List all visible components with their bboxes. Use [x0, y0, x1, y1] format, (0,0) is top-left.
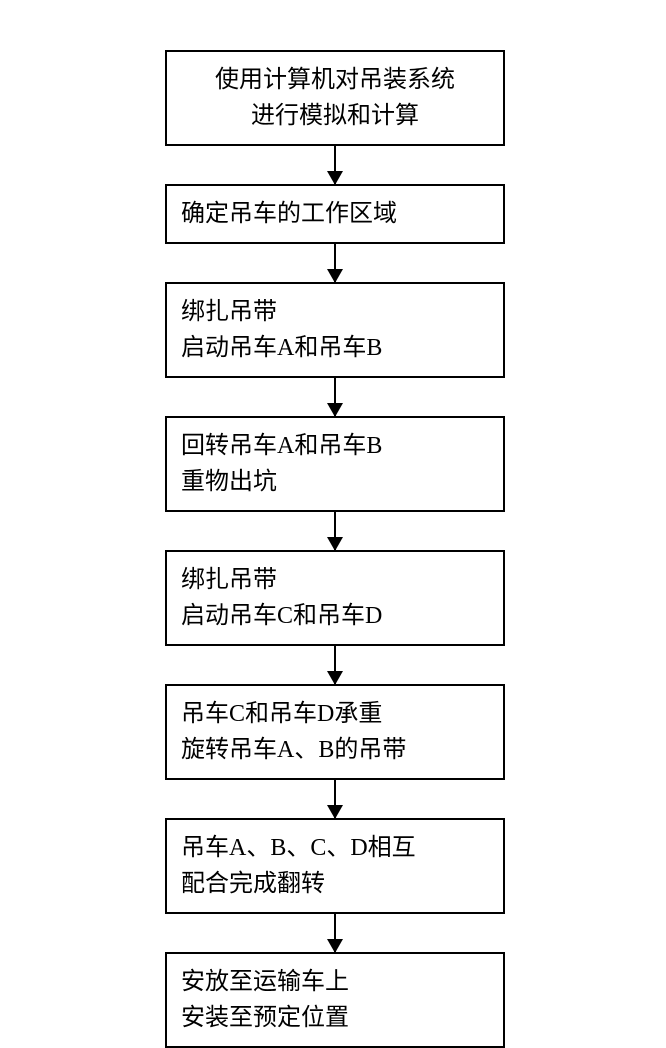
- flow-arrow-2: [165, 244, 505, 282]
- flow-step-2: 确定吊车的工作区域: [165, 184, 505, 244]
- flow-step-8-line-2: 安装至预定位置: [181, 1000, 489, 1036]
- flow-step-6: 吊车C和吊车D承重 旋转吊车A、B的吊带: [165, 684, 505, 780]
- flow-step-1-line-1: 使用计算机对吊装系统: [181, 62, 489, 98]
- flow-step-1: 使用计算机对吊装系统 进行模拟和计算: [165, 50, 505, 146]
- flow-step-3: 绑扎吊带 启动吊车A和吊车B: [165, 282, 505, 378]
- arrow-down-icon: [334, 244, 336, 282]
- flow-step-4-line-1: 回转吊车A和吊车B: [181, 428, 489, 464]
- flow-step-6-line-2: 旋转吊车A、B的吊带: [181, 732, 489, 768]
- flow-step-4-line-2: 重物出坑: [181, 464, 489, 500]
- flow-arrow-3: [165, 378, 505, 416]
- flow-step-5-line-1: 绑扎吊带: [181, 562, 489, 598]
- flow-step-2-line-1: 确定吊车的工作区域: [181, 196, 489, 232]
- flow-step-3-line-2: 启动吊车A和吊车B: [181, 330, 489, 366]
- arrow-down-icon: [334, 914, 336, 952]
- arrow-down-icon: [334, 146, 336, 184]
- flow-step-7: 吊车A、B、C、D相互 配合完成翻转: [165, 818, 505, 914]
- flow-step-7-line-2: 配合完成翻转: [181, 866, 489, 902]
- flow-arrow-6: [165, 780, 505, 818]
- flow-arrow-5: [165, 646, 505, 684]
- flow-arrow-7: [165, 914, 505, 952]
- flow-step-5: 绑扎吊带 启动吊车C和吊车D: [165, 550, 505, 646]
- arrow-down-icon: [334, 378, 336, 416]
- flow-step-3-line-1: 绑扎吊带: [181, 294, 489, 330]
- flow-step-1-line-2: 进行模拟和计算: [181, 98, 489, 134]
- flow-step-7-line-1: 吊车A、B、C、D相互: [181, 830, 489, 866]
- flow-arrow-4: [165, 512, 505, 550]
- flowchart-container: 使用计算机对吊装系统 进行模拟和计算 确定吊车的工作区域 绑扎吊带 启动吊车A和…: [165, 50, 505, 1048]
- arrow-down-icon: [334, 512, 336, 550]
- flow-arrow-1: [165, 146, 505, 184]
- arrow-down-icon: [334, 646, 336, 684]
- flow-step-6-line-1: 吊车C和吊车D承重: [181, 696, 489, 732]
- flow-step-8-line-1: 安放至运输车上: [181, 964, 489, 1000]
- arrow-down-icon: [334, 780, 336, 818]
- flow-step-4: 回转吊车A和吊车B 重物出坑: [165, 416, 505, 512]
- flow-step-8: 安放至运输车上 安装至预定位置: [165, 952, 505, 1048]
- flow-step-5-line-2: 启动吊车C和吊车D: [181, 598, 489, 634]
